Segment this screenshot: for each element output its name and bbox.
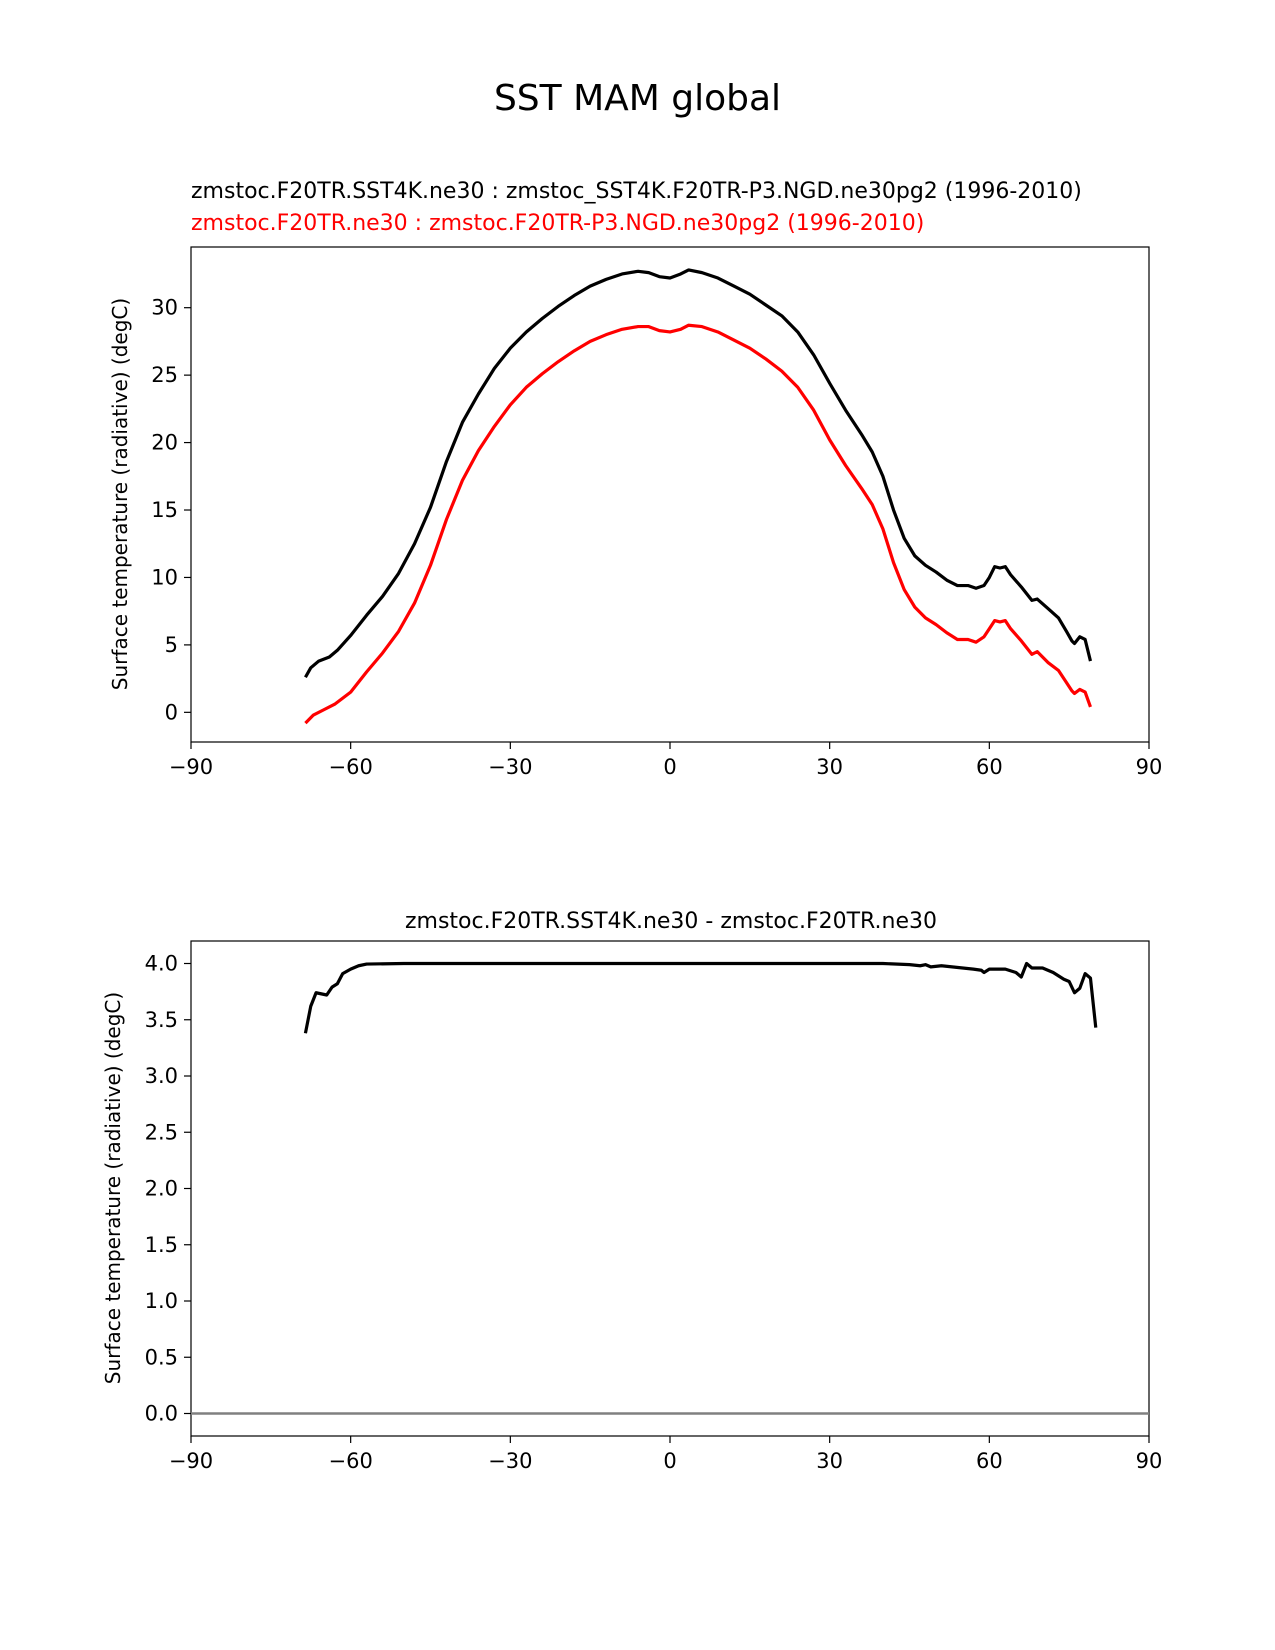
top-series-line-primary [304,268,1093,679]
bottom-y-tick-label: 0.5 [145,1345,178,1369]
bottom-y-axis-label: Surface temperature (radiative) (degC) [101,992,125,1384]
top-y-tick-label: 5 [165,633,178,657]
bottom-x-tick-label: 0 [663,1449,676,1473]
bottom-panel-title: zmstoc.F20TR.SST4K.ne30 - zmstoc.F20TR.n… [405,909,937,934]
top-x-tick-label: −60 [329,755,373,779]
top-y-tick-label: 25 [151,363,178,387]
bottom-panel: zmstoc.F20TR.SST4K.ne30 - zmstoc.F20TR.n… [101,909,1162,1473]
bottom-y-tick-label: 2.0 [145,1177,178,1201]
top-x-tick-label: 60 [976,755,1003,779]
top-panel-title-line-2: zmstoc.F20TR.ne30 : zmstoc.F20TR-P3.NGD.… [191,211,924,236]
figure-title: SST MAM global [494,78,781,119]
bottom-x-tick-label: −30 [488,1449,532,1473]
top-y-tick-label: 30 [151,296,178,320]
bottom-x-tick-label: 30 [816,1449,843,1473]
bottom-y-tick-label: 4.0 [145,952,178,976]
top-x-tick-label: −90 [169,755,213,779]
top-y-tick-label: 20 [151,431,178,455]
top-panel: zmstoc.F20TR.SST4K.ne30 : zmstoc_SST4K.F… [108,179,1162,779]
bottom-x-tick-label: 90 [1136,1449,1163,1473]
top-y-axis-label: Surface temperature (radiative) (degC) [108,298,132,690]
bottom-y-tick-label: 2.5 [145,1120,178,1144]
bottom-series-line-primary [303,961,1098,1034]
top-x-tick-label: 90 [1136,755,1163,779]
bottom-x-tick-label: −60 [329,1449,373,1473]
bottom-y-tick-label: 1.0 [145,1289,178,1313]
top-x-tick-label: −30 [488,755,532,779]
top-x-tick-label: 30 [816,755,843,779]
bottom-y-tick-label: 3.5 [145,1008,178,1032]
bottom-y-tick-label: 1.5 [145,1233,178,1257]
bottom-y-tick-label: 0.0 [145,1402,178,1426]
bottom-y-tick-label: 3.0 [145,1064,178,1088]
top-y-tick-label: 0 [165,700,178,724]
bottom-x-tick-label: −90 [169,1449,213,1473]
top-series-line-secondary [304,323,1092,725]
top-panel-title-line-1: zmstoc.F20TR.SST4K.ne30 : zmstoc_SST4K.F… [191,179,1082,204]
bottom-x-tick-label: 60 [976,1449,1003,1473]
top-y-tick-label: 10 [151,565,178,589]
top-y-tick-label: 15 [151,498,178,522]
top-x-tick-label: 0 [663,755,676,779]
